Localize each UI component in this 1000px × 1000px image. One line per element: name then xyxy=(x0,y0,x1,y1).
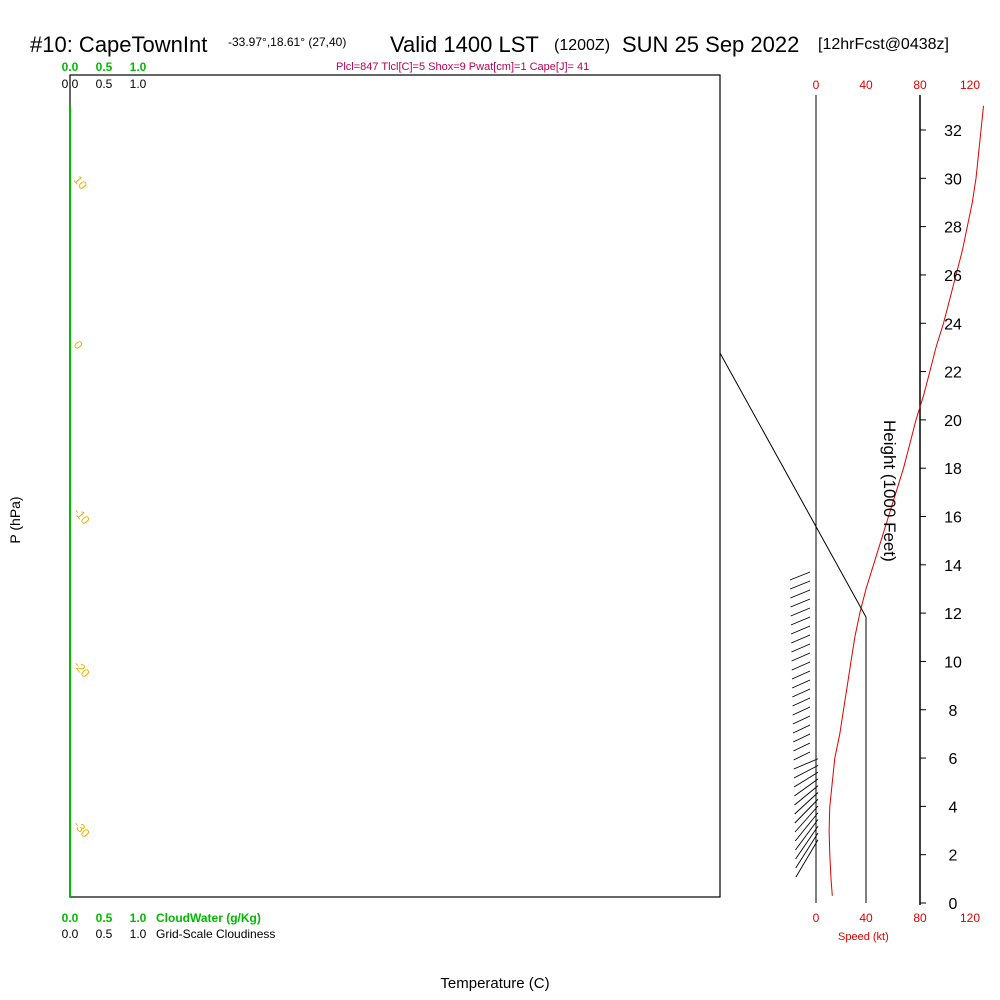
y-axis-label: P (hPa) xyxy=(7,496,23,543)
cloud-water-tick-top: 1.0 xyxy=(130,60,147,74)
low-level-wind-barb xyxy=(793,758,819,770)
height-tick-label: 8 xyxy=(949,703,958,720)
height-tick-label: 28 xyxy=(944,220,962,237)
low-level-wind-barb xyxy=(791,652,811,662)
tropopause-line xyxy=(719,352,867,903)
low-level-wind-barb xyxy=(791,661,811,671)
valid-time: Valid 1400 LST xyxy=(390,32,539,57)
low-level-wind-barb xyxy=(792,715,811,725)
height-tick-label: 0 xyxy=(949,896,958,913)
dry-adiabat-label: 0 xyxy=(71,338,86,352)
low-level-wind-barb xyxy=(791,670,811,680)
cloudiness-tick-bottom: 1.0 xyxy=(130,927,147,941)
low-level-wind-barb xyxy=(790,598,811,608)
chart-frame: 0102030100-10-20-30250300400500700850100… xyxy=(69,74,721,898)
height-tick-label: 6 xyxy=(949,751,958,768)
zulu-time: (1200Z) xyxy=(554,37,610,54)
low-level-wind-barb xyxy=(790,616,811,626)
height-tick-label: 18 xyxy=(944,461,962,478)
low-level-wind-barb xyxy=(792,706,811,716)
low-level-wind-barb xyxy=(794,778,819,797)
low-level-wind-barb xyxy=(789,571,811,581)
height-tick-label: 30 xyxy=(944,171,962,188)
cloudiness-label: Grid-Scale Cloudiness xyxy=(156,927,275,941)
low-level-wind-barb xyxy=(790,580,811,590)
low-level-wind-barb xyxy=(791,679,811,689)
forecast-info: [12hrFcst@0438z] xyxy=(818,36,949,53)
cloud-water-tick-bottom: 0.5 xyxy=(96,911,113,925)
speed-tick-label-top: 120 xyxy=(960,78,980,92)
low-level-wind-barb xyxy=(793,765,819,779)
skew-t-grid: 123581220 xyxy=(70,0,1000,918)
height-axis-label: Height (1000 Feet) xyxy=(880,420,899,562)
stability-indices: Plcl=847 Tlcl[C]=5 Shox=9 Pwat[cm]=1 Cap… xyxy=(336,61,589,73)
cloudiness-tick-bottom: 0.5 xyxy=(96,927,113,941)
speed-tick-label-bottom: 120 xyxy=(960,911,980,925)
cloud-water-tick-bottom: 1.0 xyxy=(130,911,147,925)
low-level-wind-barb xyxy=(795,819,819,851)
low-level-wind-barb xyxy=(795,839,819,878)
speed-tick-label-top: 80 xyxy=(913,78,927,92)
height-tick-label: 10 xyxy=(944,654,962,671)
speed-tick-label-bottom: 80 xyxy=(913,911,927,925)
speed-tick-label-top: 40 xyxy=(859,78,873,92)
station-title: #10: CapeTownInt xyxy=(30,32,207,57)
cloudiness-tick-bottom: 0.0 xyxy=(62,927,79,941)
low-level-wind-barb xyxy=(790,589,811,599)
low-level-wind-barb xyxy=(790,625,811,635)
cloud-panel: 0.00.00.50.51.01.00.00.00.50.51.01.0 xyxy=(62,60,147,941)
low-level-wind-barb xyxy=(794,798,819,824)
low-level-wind-barb xyxy=(794,805,819,833)
height-tick-label: 20 xyxy=(944,413,962,430)
speed-axis-label: Speed (kt) xyxy=(838,931,889,943)
cloudiness-tick-top: 1.0 xyxy=(130,77,147,91)
station-coords: -33.97°,18.61° (27,40) xyxy=(228,35,346,49)
low-level-wind-barb xyxy=(791,643,811,653)
cloud-water-label: CloudWater (g/Kg) xyxy=(156,911,261,925)
low-level-wind-barb xyxy=(794,812,819,842)
low-level-wind-barb xyxy=(793,751,811,761)
low-level-wind-barb xyxy=(793,771,819,788)
dry-adiabat-label: -30 xyxy=(71,818,93,841)
low-level-wind-barb xyxy=(791,634,811,644)
speed-tick-label-top: 0 xyxy=(813,78,820,92)
height-tick-label: 4 xyxy=(949,799,958,816)
wind-height-panel: 0246810121416182022242628303200404080801… xyxy=(719,75,984,925)
speed-tick-label-bottom: 40 xyxy=(859,911,873,925)
speed-tick-label-bottom: 0 xyxy=(813,911,820,925)
low-level-wind-barb xyxy=(792,688,811,698)
height-tick-label: 24 xyxy=(944,316,962,333)
height-tick-label: 2 xyxy=(949,848,958,865)
low-level-wind-barb xyxy=(792,724,811,734)
dry-adiabat-label: -10 xyxy=(71,505,93,528)
dry-adiabat-label: -20 xyxy=(71,658,93,681)
cloud-water-tick-top: 0.5 xyxy=(96,60,113,74)
height-tick-label: 12 xyxy=(944,606,962,623)
height-tick-label: 22 xyxy=(944,365,962,382)
low-level-wind-barb xyxy=(790,607,811,617)
low-level-wind-barb xyxy=(793,733,811,743)
low-level-wind-barb xyxy=(793,742,811,752)
low-level-wind-barb xyxy=(795,825,819,860)
height-tick-label: 32 xyxy=(944,123,962,140)
low-level-wind-barb xyxy=(794,785,819,806)
low-level-wind-barb xyxy=(794,792,819,815)
forecast-date: SUN 25 Sep 2022 xyxy=(622,32,799,57)
low-level-wind-barb xyxy=(795,832,819,869)
x-axis-label: Temperature (C) xyxy=(440,975,549,992)
cloud-water-tick-top: 0.0 xyxy=(62,60,79,74)
cloudiness-tick-top: 0.5 xyxy=(96,77,113,91)
low-level-wind-barb xyxy=(792,697,811,707)
height-tick-label: 14 xyxy=(944,558,962,575)
wind-speed-profile xyxy=(828,105,984,896)
skew-t-frame xyxy=(69,74,721,898)
cloud-water-tick-bottom: 0.0 xyxy=(62,911,79,925)
height-tick-label: 16 xyxy=(944,510,962,527)
height-tick-label: 26 xyxy=(944,268,962,285)
dry-adiabat-label: 10 xyxy=(71,173,91,192)
